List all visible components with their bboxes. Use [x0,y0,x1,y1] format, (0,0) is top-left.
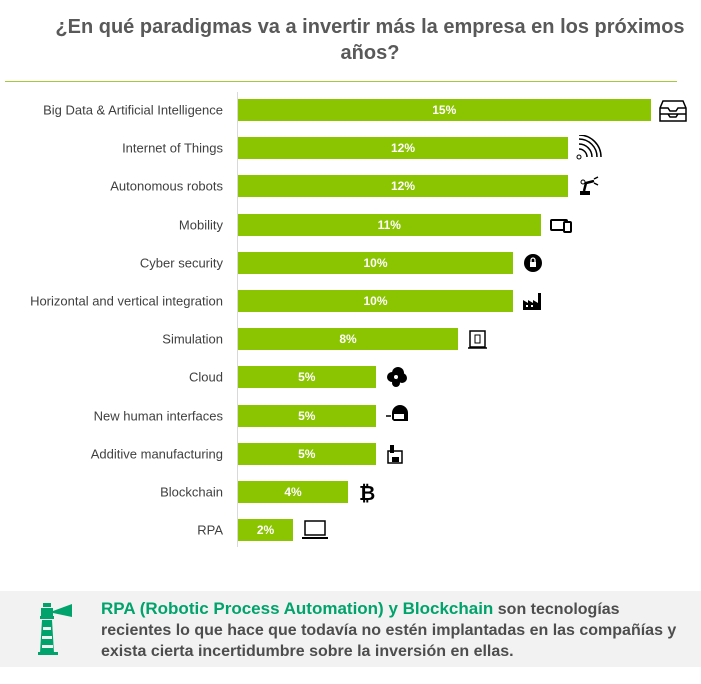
lighthouse-icon [38,603,72,655]
data-label: 5% [298,446,316,461]
vr-headset-icon [385,404,408,421]
category-label: Autonomous robots [110,178,223,194]
3d-printer-icon [386,444,403,464]
category-label: Additive manufacturing [90,446,223,462]
data-label: 5% [298,408,316,423]
data-label: 5% [298,370,316,385]
wifi-signal-icon [576,135,602,160]
bar: 12% [238,175,568,198]
note-text: RPA (Robotic Process Automation) y Block… [101,598,681,662]
category-label: RPA [197,522,223,538]
category-label: Horizontal and vertical integration [30,293,223,309]
data-label: 12% [390,179,416,194]
note-highlight-blockchain: Blockchain [402,599,494,618]
lock-icon [524,253,542,272]
bar: 5% [238,366,376,389]
bar: 11% [238,213,541,236]
category-label: Cyber security [139,255,223,271]
bar: 2% [238,519,293,542]
svg-text:₿: ₿ [359,481,375,505]
bar: 12% [238,137,568,160]
note-highlight-rpa: RPA (Robotic Process Automation) y [101,599,403,618]
note-body: son tecnologías recientes lo que hace qu… [101,601,677,660]
devices-icon [549,218,572,233]
data-label: 2% [256,523,275,538]
chart-title: ¿En qué paradigmas va a invertir más la … [55,16,685,64]
data-label: 4% [284,485,302,499]
y-axis-line [237,92,238,547]
bar: 10% [238,251,513,274]
factory-icon [523,293,541,310]
bitcoin-icon: ₿ [359,481,375,505]
bar: 5% [238,404,376,427]
category-label: Internet of Things [122,140,223,156]
category-label: New human interfaces [93,408,223,424]
bar: 5% [238,442,376,465]
data-label: 10% [363,255,388,270]
data-label: 12% [390,141,416,156]
data-label: 15% [432,103,457,117]
category-label: Mobility [178,217,223,233]
bar: 10% [238,290,513,312]
robot-arm-icon [580,176,599,196]
bar: 8% [238,328,458,351]
laptop-icon [302,520,328,540]
data-label: 10% [363,294,388,308]
inbox-tray-icon [658,100,687,122]
simulation-screen-icon [468,330,487,349]
bar: 15% [238,99,651,121]
bar: 4% [238,481,348,503]
note-box: RPA (Robotic Process Automation) y Block… [0,591,701,667]
data-label: 11% [377,217,401,232]
cloud-icon [386,367,407,388]
data-label: 8% [339,332,357,347]
category-label: Simulation [162,331,223,347]
title-divider [5,81,677,82]
category-label: Cloud [189,369,223,385]
category-label: Blockchain [160,484,223,500]
category-label: Big Data & Artificial Intelligence [43,102,223,118]
